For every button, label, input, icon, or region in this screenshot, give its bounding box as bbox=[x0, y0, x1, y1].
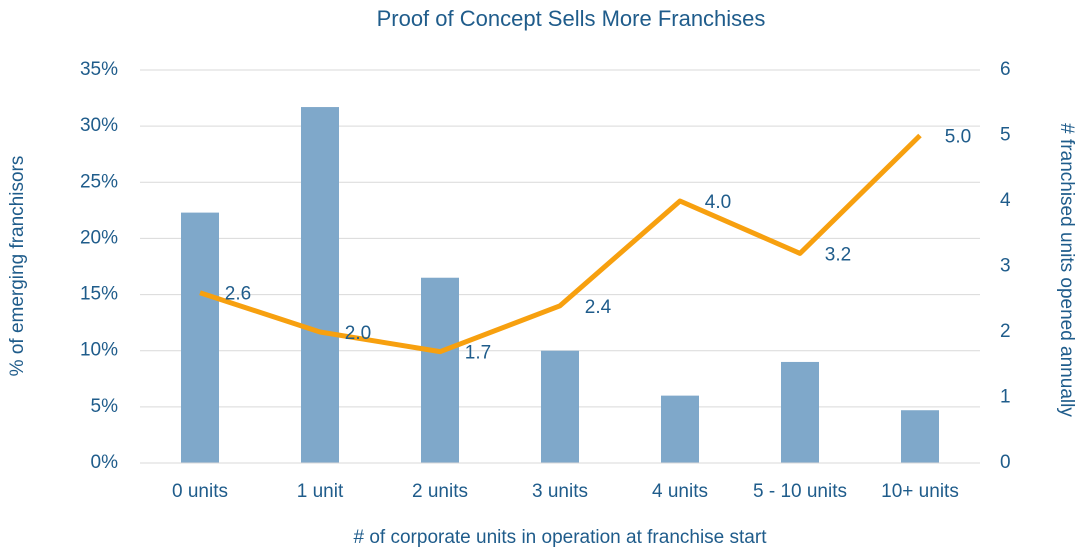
y2-tick-label: 6 bbox=[1000, 59, 1011, 80]
data-label: 2.4 bbox=[585, 297, 612, 318]
bar bbox=[181, 212, 219, 463]
y2-tick-label: 1 bbox=[1000, 387, 1011, 408]
x-tick-label: 3 units bbox=[532, 481, 588, 502]
y-tick-label: 25% bbox=[80, 171, 118, 192]
bar bbox=[661, 395, 699, 463]
x-tick-label: 5 - 10 units bbox=[753, 481, 847, 502]
x-tick-label: 0 units bbox=[172, 481, 228, 502]
chart-title: Proof of Concept Sells More Franchises bbox=[377, 6, 766, 31]
data-label: 3.2 bbox=[825, 244, 851, 265]
y2-axis-title: # franchised units opened annually bbox=[1056, 123, 1077, 417]
y-axis-title: % of emerging franchisors bbox=[7, 156, 28, 377]
data-label: 1.7 bbox=[465, 343, 491, 364]
y-tick-label: 30% bbox=[80, 115, 118, 136]
x-tick-label: 2 units bbox=[412, 481, 468, 502]
x-tick-label: 1 unit bbox=[297, 481, 344, 502]
y-tick-label: 10% bbox=[80, 340, 118, 361]
y2-tick-label: 2 bbox=[1000, 321, 1011, 342]
bar bbox=[421, 277, 459, 463]
y-tick-label: 20% bbox=[80, 227, 118, 248]
y-tick-label: 15% bbox=[80, 284, 118, 305]
y-tick-label: 0% bbox=[91, 452, 119, 473]
y-tick-label: 35% bbox=[80, 59, 118, 80]
line bbox=[199, 133, 922, 355]
y2-tick-label: 3 bbox=[1000, 256, 1011, 277]
y2-tick-label: 4 bbox=[1000, 190, 1011, 211]
y-tick-label: 5% bbox=[91, 396, 119, 417]
data-label: 4.0 bbox=[705, 192, 731, 213]
x-tick-label: 10+ units bbox=[881, 481, 959, 502]
y2-tick-label: 0 bbox=[1000, 452, 1011, 473]
x-axis-title: # of corporate units in operation at fra… bbox=[354, 527, 768, 548]
bar bbox=[781, 361, 819, 463]
data-label: 5.0 bbox=[945, 127, 971, 148]
y2-tick-label: 5 bbox=[1000, 125, 1011, 146]
data-label: 2.0 bbox=[345, 323, 371, 344]
bar bbox=[301, 107, 339, 463]
bar bbox=[901, 410, 939, 463]
data-label: 2.6 bbox=[225, 284, 251, 305]
bar bbox=[541, 350, 579, 463]
x-tick-label: 4 units bbox=[652, 481, 708, 502]
